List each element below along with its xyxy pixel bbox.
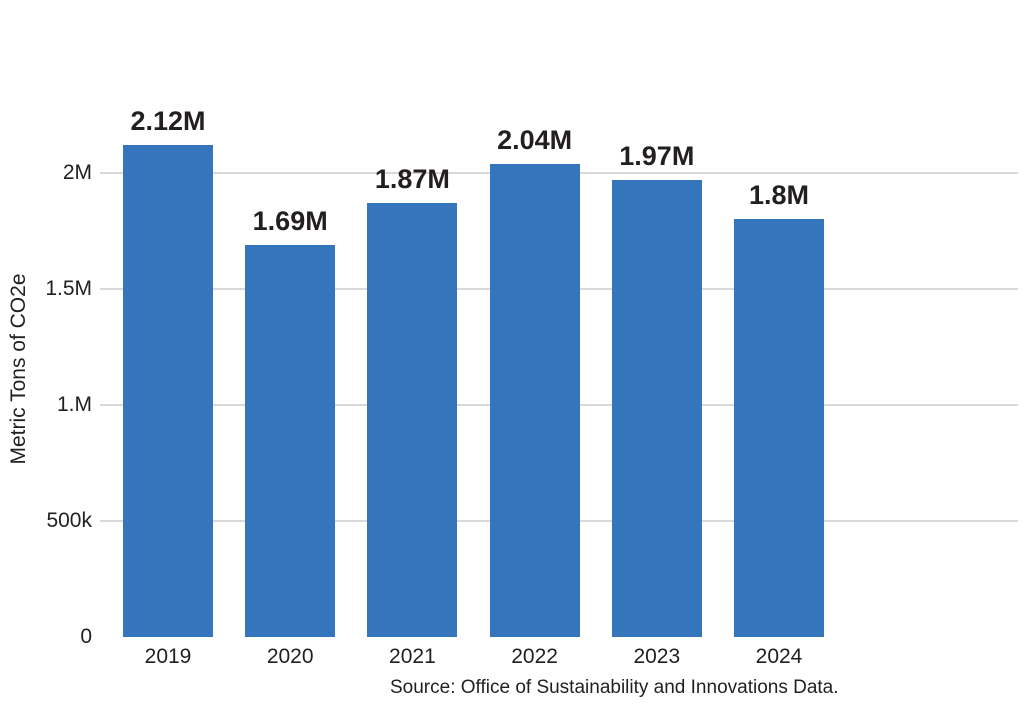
bar-value-label-2021: 1.87M <box>374 164 450 195</box>
bar-value-label-2024: 1.8M <box>748 180 810 211</box>
x-tick-label-2022: 2022 <box>511 645 558 668</box>
x-tick-label-2019: 2019 <box>144 645 192 668</box>
y-tick-label: 500k <box>46 509 92 532</box>
bar-value-label-2022: 2.04M <box>497 124 573 155</box>
plot-area: 2.12M 2019 1.69M 2020 1.87M 2021 2.04M 2022 1.97… <box>100 0 1018 668</box>
bar-2023 <box>611 179 702 637</box>
bar-value-label-2023: 1.97M <box>619 140 695 171</box>
bar-2022 <box>489 163 580 637</box>
x-tick-label-2021: 2021 <box>389 645 436 668</box>
y-tick-label: 2M <box>62 161 92 184</box>
y-tick-label: 1.M <box>56 393 92 416</box>
bar-value-label-2020: 1.69M <box>252 205 328 236</box>
x-tick-label-2023: 2023 <box>633 645 681 668</box>
bar-2021 <box>367 203 458 637</box>
y-axis-tick-labels: 0 500k 1.M 1.5M 2M <box>0 0 92 709</box>
bar-value-label-2019: 2.12M <box>130 106 206 137</box>
bar-2020 <box>245 244 336 637</box>
bar-2024 <box>734 219 824 637</box>
bar-2019 <box>123 145 213 637</box>
x-tick-label-2024: 2024 <box>755 645 803 668</box>
y-tick-label: 1.5M <box>45 277 92 300</box>
y-tick-label: 0 <box>80 625 92 648</box>
x-tick-label-2020: 2020 <box>266 645 314 668</box>
source-caption: Source: Office of Sustainability and Inn… <box>390 677 839 698</box>
